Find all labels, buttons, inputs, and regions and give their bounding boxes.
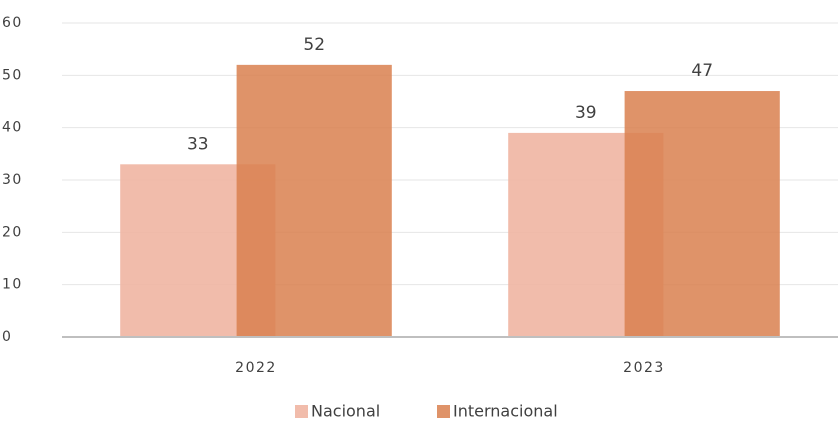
y-tick-label: 50 (2, 67, 23, 83)
y-tick-label: 0 (2, 329, 12, 345)
y-tick-label: 20 (2, 224, 23, 240)
y-tick-label: 40 (2, 120, 23, 136)
data-label: 47 (691, 61, 713, 81)
data-label: 33 (187, 134, 209, 154)
y-tick-label: 10 (2, 277, 23, 293)
y-tick-label: 60 (2, 15, 23, 31)
x-tick-label: 2022 (235, 360, 277, 376)
y-tick-label: 30 (2, 172, 23, 188)
bar (624, 91, 780, 338)
data-label: 52 (303, 35, 325, 55)
legend-swatch (437, 405, 450, 418)
legend-label: Nacional (311, 402, 380, 421)
x-tick-label: 2023 (623, 360, 665, 376)
legend-swatch (295, 405, 308, 418)
legend-label: Internacional (453, 402, 558, 421)
bar (236, 64, 392, 337)
data-label: 39 (575, 103, 597, 123)
